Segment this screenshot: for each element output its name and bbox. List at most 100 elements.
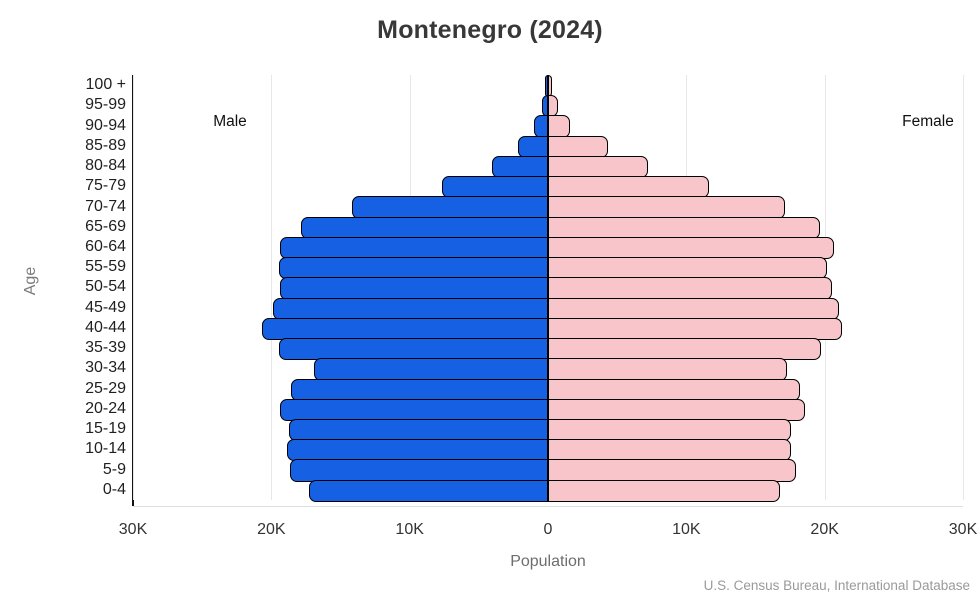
age-tick-label: 10-14 [85, 440, 126, 458]
bar-female-35-39 [548, 338, 822, 361]
source-credit: U.S. Census Bureau, International Databa… [703, 578, 970, 593]
bar-female-15-19 [548, 418, 791, 442]
pyramid-row-80-84 [133, 155, 963, 179]
pyramid-row-15-19 [133, 418, 963, 442]
age-tick-label: 15-19 [85, 420, 126, 438]
pyramid-row-5-9 [133, 459, 963, 482]
bar-male-60-64 [280, 236, 548, 260]
bar-female-40-44 [548, 317, 842, 341]
bar-male-50-54 [280, 277, 548, 300]
x-tick-label: 20K [257, 521, 286, 538]
x-axis-tick-labels: 30K 20K 10K 0 10K 20K 30K [0, 521, 980, 543]
plot-area [133, 75, 964, 502]
y-axis-title: Age [22, 266, 39, 296]
age-tick-label: 60-64 [85, 237, 126, 255]
bar-male-45-49 [273, 297, 548, 320]
bar-male-80-84 [492, 155, 548, 179]
age-tick-label: 0-4 [102, 480, 126, 498]
bar-female-85-89 [548, 135, 609, 158]
bar-female-30-34 [548, 358, 787, 381]
x-tick-label: 30K [948, 521, 978, 538]
bar-male-70-74 [352, 196, 548, 219]
y-axis-tick-labels: 100 + 95-99 90-94 85-89 80-84 75-79 70-74 65-69… [0, 75, 126, 500]
age-tick-label: 25-29 [85, 379, 126, 397]
pyramid-row-50-54 [133, 277, 963, 300]
x-tick-label: 10K [395, 521, 424, 538]
pyramid-row-0-4 [133, 479, 963, 502]
x-axis-line [133, 506, 963, 507]
bar-female-80-84 [548, 155, 649, 179]
bar-male-40-44 [262, 317, 548, 341]
age-tick-label: 85-89 [85, 136, 126, 154]
bar-male-85-89 [518, 135, 548, 158]
pyramid-row-45-49 [133, 297, 963, 320]
bar-male-0-4 [309, 479, 548, 502]
age-tick-label: 35-39 [85, 339, 126, 357]
bar-female-70-74 [548, 196, 786, 219]
x-tick-label: 10K [672, 521, 701, 538]
bar-male-25-29 [291, 378, 548, 401]
bar-female-25-29 [548, 378, 801, 401]
pyramid-row-55-59 [133, 257, 963, 280]
bar-female-10-14 [548, 439, 791, 462]
pyramid-row-70-74 [133, 196, 963, 219]
bar-female-45-49 [548, 297, 840, 320]
age-tick-label: 45-49 [85, 298, 126, 316]
chart-title: Montenegro (2024) [377, 16, 603, 44]
age-tick-label: 80-84 [85, 157, 126, 175]
bar-female-5-9 [548, 459, 797, 482]
bar-female-20-24 [548, 398, 805, 421]
bar-male-55-59 [279, 257, 548, 280]
pyramid-row-35-39 [133, 338, 963, 361]
age-tick-label: 70-74 [85, 197, 126, 215]
age-tick-label: 95-99 [85, 96, 126, 114]
gridline [963, 75, 964, 500]
age-tick-label: 90-94 [85, 116, 126, 134]
gridline [271, 75, 273, 500]
bar-male-75-79 [442, 176, 548, 199]
bar-male-90-94 [534, 115, 548, 138]
pyramid-row-60-64 [133, 236, 963, 260]
female-series-label: Female [902, 113, 954, 130]
x-tick-label: 20K [810, 521, 839, 538]
age-tick-label: 100 + [85, 76, 126, 94]
bar-male-35-39 [279, 338, 548, 361]
gridline [133, 75, 134, 500]
age-tick-label: 20-24 [85, 399, 126, 417]
bar-female-60-64 [548, 236, 834, 260]
pyramid-row-30-34 [133, 358, 963, 381]
pyramid-row-25-29 [133, 378, 963, 401]
bar-male-15-19 [288, 418, 548, 442]
bar-female-95-99 [548, 95, 559, 118]
x-tick-label: 0 [543, 521, 553, 538]
male-series-label: Male [213, 113, 247, 130]
x-axis-title: Population [510, 553, 586, 570]
age-tick-label: 30-34 [85, 359, 126, 377]
bar-female-0-4 [548, 479, 780, 502]
bar-male-20-24 [280, 398, 548, 421]
pyramid-row-100+ [133, 75, 963, 98]
x-tick-label: 30K [118, 521, 148, 538]
age-tick-label: 75-79 [85, 177, 126, 195]
bar-male-65-69 [301, 216, 548, 239]
pyramid-row-65-69 [133, 216, 963, 239]
bar-male-10-14 [287, 439, 548, 462]
pyramid-row-40-44 [133, 317, 963, 341]
pyramid-row-75-79 [133, 176, 963, 199]
age-tick-label: 65-69 [85, 217, 126, 235]
bar-female-50-54 [548, 277, 833, 300]
pyramid-bars [133, 75, 963, 502]
pyramid-row-10-14 [133, 439, 963, 462]
pyramid-row-85-89 [133, 135, 963, 158]
age-tick-label: 5-9 [102, 460, 126, 478]
age-tick-label: 55-59 [85, 258, 126, 276]
bar-female-100+ [548, 75, 553, 98]
bar-female-90-94 [548, 115, 571, 138]
bar-female-65-69 [548, 216, 820, 239]
pyramid-row-20-24 [133, 398, 963, 421]
bar-female-55-59 [548, 257, 827, 280]
bar-male-30-34 [313, 358, 548, 381]
age-tick-label: 50-54 [85, 278, 126, 296]
age-tick-label: 40-44 [85, 318, 126, 336]
